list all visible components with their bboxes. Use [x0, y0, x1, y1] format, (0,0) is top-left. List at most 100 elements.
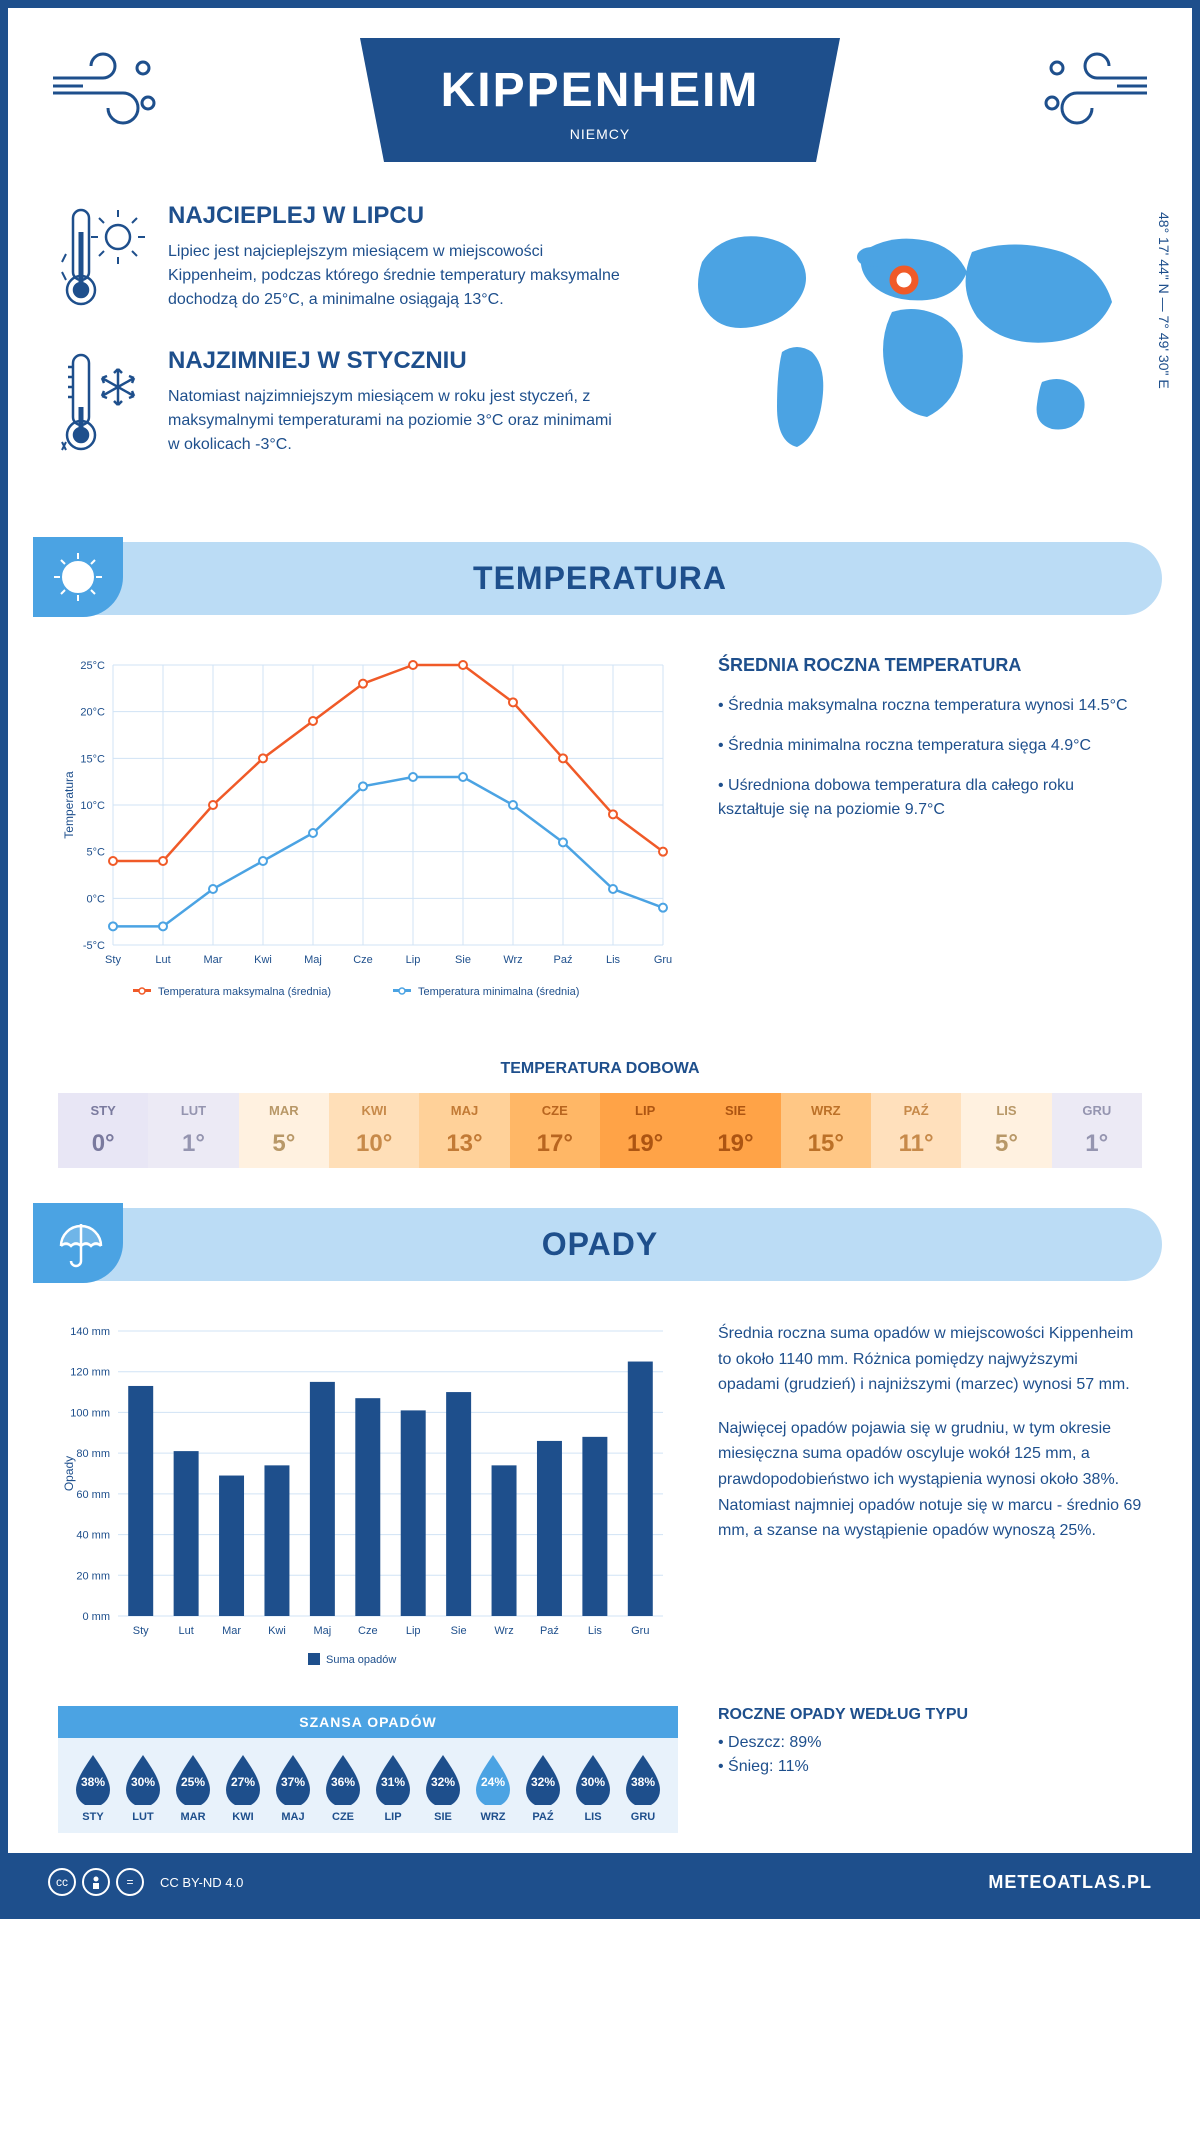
page-root: KIPPENHEIM NIEMCY NAJCIEPLEJ W LIPCU Lip… [0, 0, 1200, 1919]
daily-temp-value: 5° [239, 1130, 329, 1158]
svg-text:Lis: Lis [606, 954, 621, 966]
city-title: KIPPENHEIM [440, 63, 760, 118]
daily-cell: KWI 10° [329, 1093, 419, 1168]
chance-drop: 32% PAŹ [522, 1753, 564, 1823]
precipitation-section-header: OPADY [38, 1208, 1162, 1281]
chance-month-label: LIS [572, 1811, 614, 1823]
svg-text:Sie: Sie [451, 1625, 467, 1637]
svg-text:Sty: Sty [133, 1625, 149, 1637]
svg-text:10°C: 10°C [80, 800, 105, 812]
precip-chance-panel: SZANSA OPADÓW 38% STY 30% LUT 25% MAR 27… [58, 1706, 678, 1833]
daily-temp-value: 1° [1052, 1130, 1142, 1158]
svg-text:-5°C: -5°C [83, 940, 105, 952]
chance-title: SZANSA OPADÓW [58, 1706, 678, 1738]
wind-icon-left [48, 48, 168, 133]
svg-text:Kwi: Kwi [268, 1625, 286, 1637]
chance-drop: 38% STY [72, 1753, 114, 1823]
svg-text:Paź: Paź [554, 954, 573, 966]
chance-month-label: CZE [322, 1811, 364, 1823]
chance-month-label: MAR [172, 1811, 214, 1823]
svg-text:Maj: Maj [304, 954, 322, 966]
svg-text:20°C: 20°C [80, 707, 105, 719]
precip-type-snow: • Śnieg: 11% [718, 1758, 1142, 1776]
chance-percent: 27% [231, 1775, 255, 1789]
footer-brand: METEOATLAS.PL [988, 1872, 1152, 1893]
chance-drop: 30% LUT [122, 1753, 164, 1823]
chance-drop: 37% MAJ [272, 1753, 314, 1823]
svg-text:15°C: 15°C [80, 753, 105, 765]
temperature-line-chart: -5°C0°C5°C10°C15°C20°C25°CStyLutMarKwiMa… [58, 655, 678, 1020]
precip-para-1: Średnia roczna suma opadów w miejscowośc… [718, 1321, 1142, 1398]
license-text: CC BY-ND 4.0 [160, 1875, 243, 1890]
daily-cell: LIS 5° [961, 1093, 1051, 1168]
chance-drop: 36% CZE [322, 1753, 364, 1823]
chance-month-label: KWI [222, 1811, 264, 1823]
svg-text:Gru: Gru [654, 954, 672, 966]
daily-cell: MAR 5° [239, 1093, 329, 1168]
chance-percent: 36% [331, 1775, 355, 1789]
svg-text:Wrz: Wrz [503, 954, 522, 966]
precip-type-rain: • Deszcz: 89% [718, 1734, 1142, 1752]
umbrella-icon [33, 1203, 123, 1283]
precipitation-info: Średnia roczna suma opadów w miejscowośc… [718, 1321, 1142, 1686]
intro-facts: NAJCIEPLEJ W LIPCU Lipiec jest najcieple… [58, 202, 622, 492]
license-block: cc = CC BY-ND 4.0 [48, 1868, 243, 1896]
chance-drop: 25% MAR [172, 1753, 214, 1823]
chance-month-label: LUT [122, 1811, 164, 1823]
daily-temp-value: 10° [329, 1130, 419, 1158]
chance-month-label: LIP [372, 1811, 414, 1823]
svg-text:80 mm: 80 mm [76, 1448, 110, 1460]
intro-section: NAJCIEPLEJ W LIPCU Lipiec jest najcieple… [8, 172, 1192, 522]
svg-text:Lip: Lip [406, 1625, 421, 1637]
svg-text:Suma opadów: Suma opadów [326, 1654, 396, 1666]
svg-text:Sie: Sie [455, 954, 471, 966]
daily-month-label: GRU [1052, 1103, 1142, 1118]
daily-cell: GRU 1° [1052, 1093, 1142, 1168]
fact-cold-title: NAJZIMNIEJ W STYCZNIU [168, 347, 622, 375]
daily-month-label: CZE [510, 1103, 600, 1118]
chance-month-label: GRU [622, 1811, 664, 1823]
temperature-body: -5°C0°C5°C10°C15°C20°C25°CStyLutMarKwiMa… [8, 635, 1192, 1040]
daily-month-label: STY [58, 1103, 148, 1118]
chance-drop: 38% GRU [622, 1753, 664, 1823]
temp-bullet-3: • Uśredniona dobowa temperatura dla całe… [718, 774, 1142, 822]
svg-text:Maj: Maj [314, 1625, 332, 1637]
temp-bullet-1: • Średnia maksymalna roczna temperatura … [718, 694, 1142, 718]
daily-month-label: KWI [329, 1103, 419, 1118]
precip-types: ROCZNE OPADY WEDŁUG TYPU • Deszcz: 89% •… [718, 1706, 1142, 1833]
daily-temp-title: TEMPERATURA DOBOWA [8, 1060, 1192, 1078]
daily-month-label: PAŹ [871, 1103, 961, 1118]
chance-drop: 31% LIP [372, 1753, 414, 1823]
svg-text:0°C: 0°C [87, 893, 106, 905]
precip-types-title: ROCZNE OPADY WEDŁUG TYPU [718, 1706, 1142, 1724]
precipitation-body: 0 mm20 mm40 mm60 mm80 mm100 mm120 mm140 … [8, 1301, 1192, 1706]
daily-month-label: MAR [239, 1103, 329, 1118]
header: KIPPENHEIM NIEMCY [8, 8, 1192, 172]
fact-warm-title: NAJCIEPLEJ W LIPCU [168, 202, 622, 230]
svg-text:Gru: Gru [631, 1625, 649, 1637]
svg-text:0 mm: 0 mm [83, 1611, 111, 1623]
daily-temp-value: 15° [781, 1130, 871, 1158]
world-map [662, 202, 1142, 462]
fact-warmest: NAJCIEPLEJ W LIPCU Lipiec jest najcieple… [58, 202, 622, 317]
daily-month-label: WRZ [781, 1103, 871, 1118]
daily-temp-value: 19° [600, 1130, 690, 1158]
fact-cold-text: Natomiast najzimniejszym miesiącem w rok… [168, 385, 622, 457]
svg-text:20 mm: 20 mm [76, 1570, 110, 1582]
country-subtitle: NIEMCY [440, 126, 760, 142]
svg-text:5°C: 5°C [87, 847, 106, 859]
daily-temp-value: 17° [510, 1130, 600, 1158]
precip-para-2: Najwięcej opadów pojawia się w grudniu, … [718, 1416, 1142, 1544]
daily-cell: PAŹ 11° [871, 1093, 961, 1168]
svg-text:Lut: Lut [155, 954, 170, 966]
svg-text:Sty: Sty [105, 954, 121, 966]
coordinates-label: 48° 17' 44" N — 7° 49' 30" E [1156, 212, 1172, 389]
svg-text:Temperatura maksymalna (średni: Temperatura maksymalna (średnia) [158, 986, 331, 998]
svg-text:25°C: 25°C [80, 660, 105, 672]
svg-text:Lut: Lut [178, 1625, 193, 1637]
by-icon [82, 1868, 110, 1896]
svg-text:100 mm: 100 mm [70, 1407, 110, 1419]
svg-text:Mar: Mar [204, 954, 223, 966]
chance-percent: 37% [281, 1775, 305, 1789]
cc-icon: cc [48, 1868, 76, 1896]
